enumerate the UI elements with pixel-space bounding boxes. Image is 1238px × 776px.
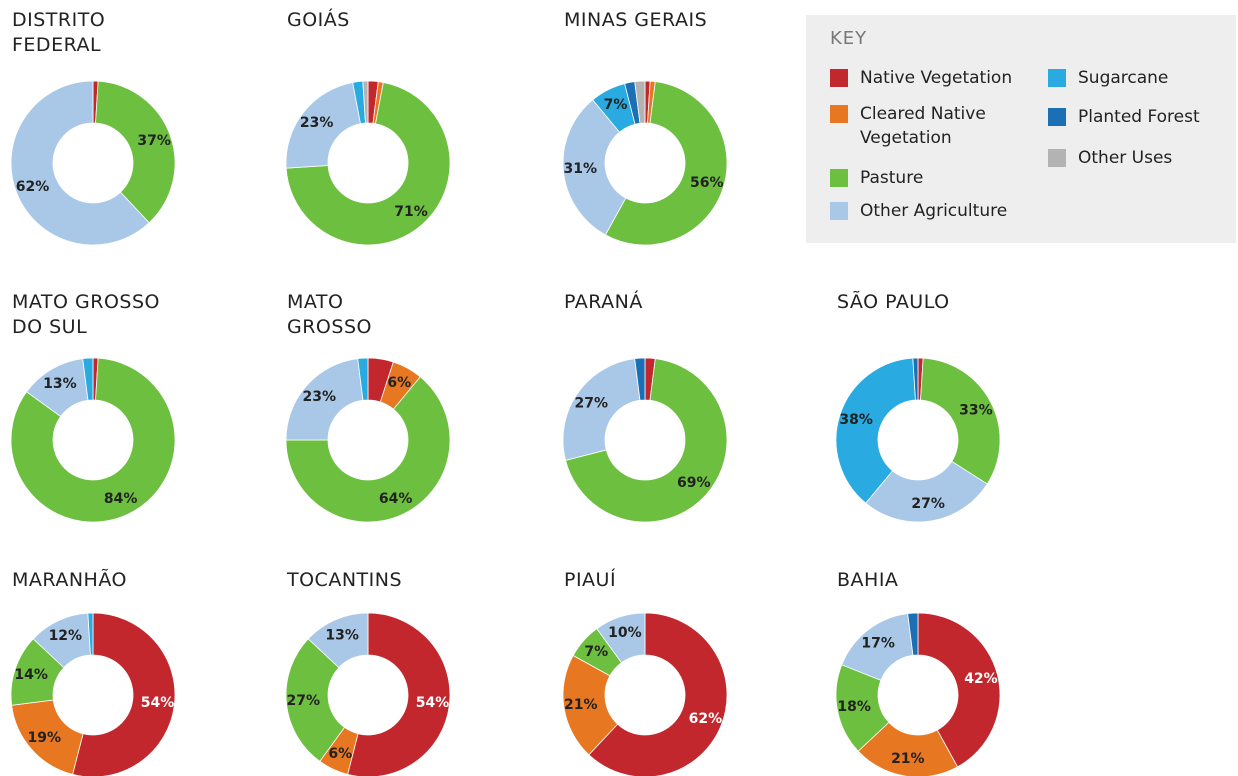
chart-title: BAHIA xyxy=(837,569,899,591)
value-label: 7% xyxy=(584,644,608,660)
chart-title: MATO GROSSO DO SUL xyxy=(12,291,160,338)
value-label: 27% xyxy=(574,395,608,411)
donut-segment xyxy=(285,81,361,169)
legend-swatch xyxy=(1048,149,1066,167)
chart-title: TOCANTINS xyxy=(287,569,403,591)
chart-title: MARANHÃO xyxy=(12,569,127,591)
value-label: 23% xyxy=(302,389,336,405)
legend-label: Native Vegetation xyxy=(860,68,1013,88)
donut-segment xyxy=(596,612,646,664)
donut-segment xyxy=(565,358,728,523)
value-label: 17% xyxy=(861,636,895,652)
value-label: 13% xyxy=(43,376,77,392)
donut-segment xyxy=(87,612,94,656)
legend-swatch xyxy=(830,169,848,187)
value-label: 27% xyxy=(287,693,321,709)
value-label: 84% xyxy=(104,491,138,507)
value-label: 54% xyxy=(141,695,175,711)
value-label: 42% xyxy=(964,671,998,687)
value-label: 33% xyxy=(959,402,993,418)
value-label: 54% xyxy=(416,695,450,711)
legend-swatch xyxy=(1048,108,1066,126)
donut-segment xyxy=(604,81,728,246)
legend-label: Planted Forest xyxy=(1078,107,1200,127)
donut-segment xyxy=(562,358,641,461)
donut-segment xyxy=(917,612,1001,768)
value-label: 69% xyxy=(677,475,711,491)
value-label: 38% xyxy=(839,412,873,428)
value-label: 71% xyxy=(394,204,428,220)
legend-label: Pasture xyxy=(860,168,924,188)
donut-segment xyxy=(10,357,176,523)
chart-title: DISTRITO FEDERAL xyxy=(12,9,106,56)
value-label: 13% xyxy=(325,627,359,643)
value-label: 56% xyxy=(690,175,724,191)
value-label: 14% xyxy=(14,667,48,683)
value-label: 18% xyxy=(837,699,871,715)
value-label: 31% xyxy=(564,161,598,177)
donut-segment xyxy=(347,612,451,776)
legend-title: KEY xyxy=(830,28,868,49)
legend-swatch xyxy=(830,105,848,123)
value-label: 6% xyxy=(328,746,352,762)
value-label: 19% xyxy=(27,730,61,746)
value-label: 12% xyxy=(49,628,83,644)
value-label: 7% xyxy=(604,97,628,113)
value-label: 6% xyxy=(387,375,411,391)
legend-label: Other Agriculture xyxy=(860,201,1008,221)
donut-segment xyxy=(865,460,988,523)
legend-label: Other Uses xyxy=(1078,148,1173,168)
donut-segment xyxy=(285,376,451,523)
chart-title: MINAS GERAIS xyxy=(564,9,708,31)
donut-segment xyxy=(920,357,1001,485)
donut-segment xyxy=(634,357,646,401)
donut-segment xyxy=(285,81,451,246)
value-label: 21% xyxy=(891,751,925,767)
donut-segment xyxy=(588,612,728,776)
donut-segment xyxy=(307,612,369,669)
donut-segment xyxy=(912,357,919,401)
value-label: 23% xyxy=(300,115,334,131)
value-label: 37% xyxy=(137,133,171,149)
donut-segment xyxy=(285,638,346,762)
donut-segment xyxy=(907,612,919,656)
value-label: 27% xyxy=(911,496,945,512)
chart-title: SÃO PAULO xyxy=(837,291,950,313)
value-label: 10% xyxy=(608,625,642,641)
value-label: 64% xyxy=(379,491,413,507)
donut-segment xyxy=(82,357,94,401)
donut-segment xyxy=(362,80,369,124)
value-label: 62% xyxy=(16,179,50,195)
donut-segment xyxy=(835,357,916,504)
legend-label: Sugarcane xyxy=(1078,68,1169,88)
legend-label: Cleared Native Vegetation xyxy=(860,104,986,148)
donut-segment xyxy=(357,357,369,401)
chart-title: PARANÁ xyxy=(564,291,643,313)
donut-segment xyxy=(562,99,627,236)
value-label: 21% xyxy=(564,697,598,713)
value-label: 62% xyxy=(689,711,723,727)
chart-title: PIAUÍ xyxy=(564,569,617,591)
legend-swatch xyxy=(830,69,848,87)
legend-swatch xyxy=(1048,69,1066,87)
legend-swatch xyxy=(830,202,848,220)
donut-segment xyxy=(95,80,176,224)
donut-segment xyxy=(285,358,364,441)
chart-title: GOIÁS xyxy=(287,9,350,31)
donut-segment xyxy=(634,80,646,124)
donut-segment xyxy=(72,612,176,776)
chart-title: MATO GROSSO xyxy=(287,291,372,338)
legend-box xyxy=(806,15,1236,243)
donut-segment xyxy=(10,80,150,246)
